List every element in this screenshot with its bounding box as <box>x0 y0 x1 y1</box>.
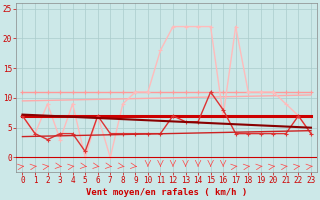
X-axis label: Vent moyen/en rafales ( km/h ): Vent moyen/en rafales ( km/h ) <box>86 188 247 197</box>
